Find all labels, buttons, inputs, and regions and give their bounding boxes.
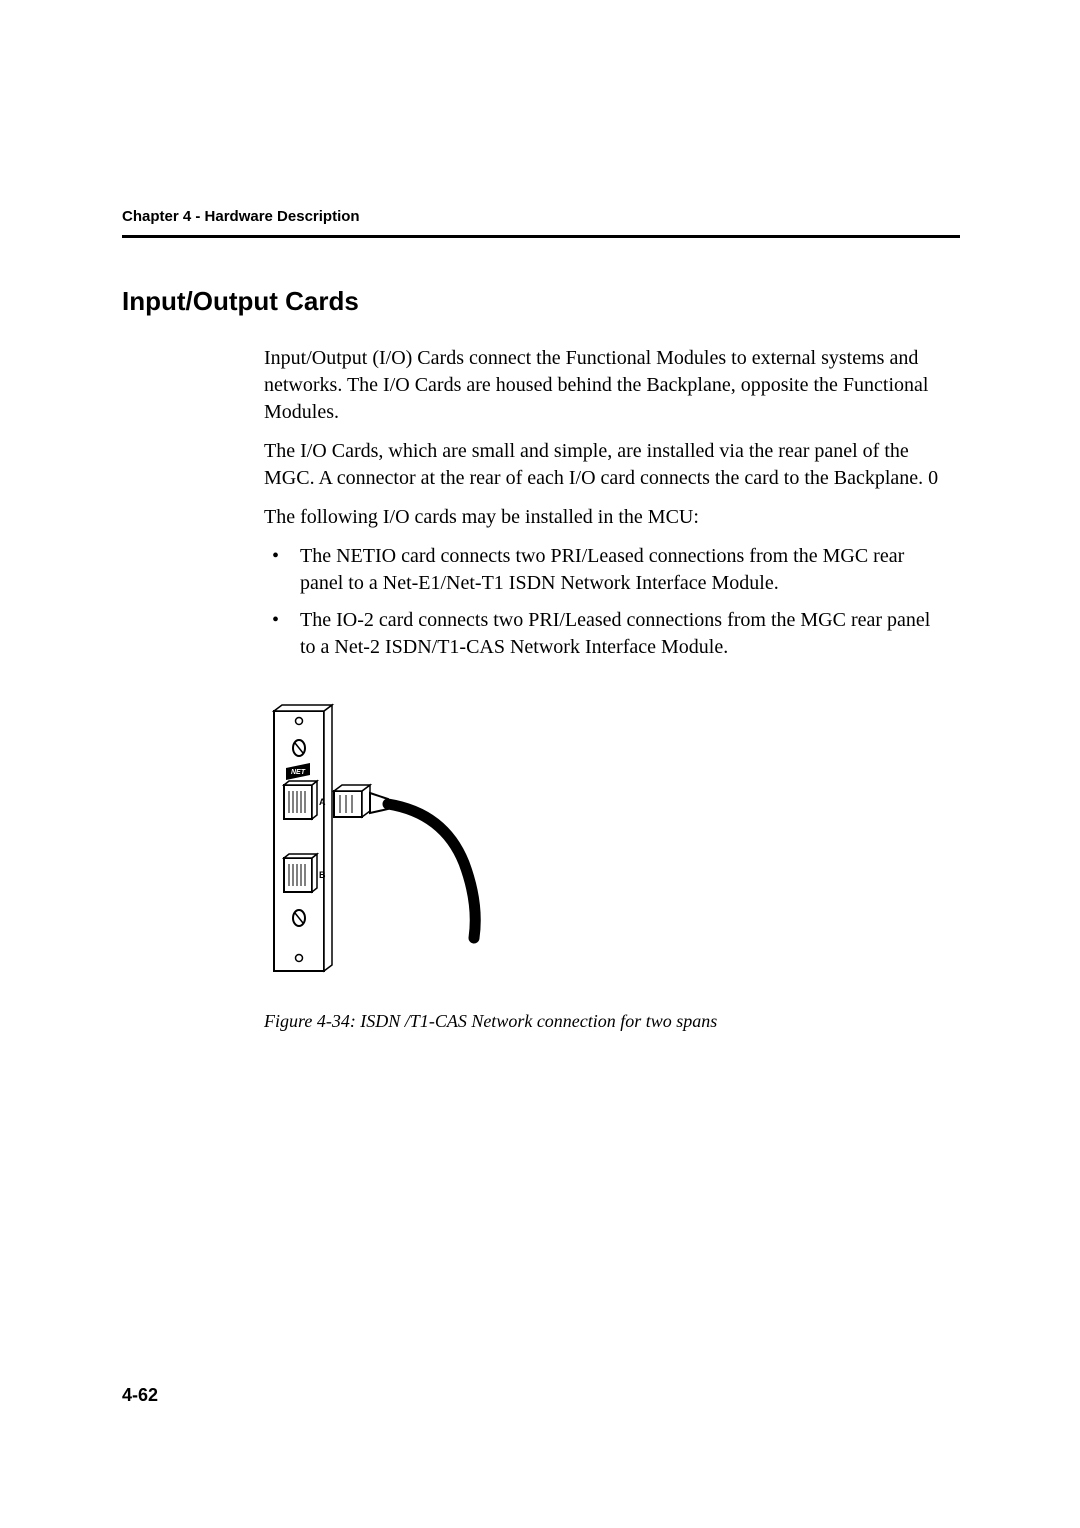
chapter-header: Chapter 4 - Hardware Description bbox=[122, 208, 960, 225]
isdn-card-diagram: NET A bbox=[264, 703, 524, 978]
page-number: 4-62 bbox=[122, 1385, 158, 1406]
figure-container: NET A bbox=[264, 703, 944, 1032]
body-content: Input/Output (I/O) Cards connect the Fun… bbox=[264, 345, 944, 1032]
intro-paragraph-1: Input/Output (I/O) Cards connect the Fun… bbox=[264, 345, 944, 426]
page-container: Chapter 4 - Hardware Description Input/O… bbox=[0, 0, 1080, 1032]
bullet-item-2: The IO-2 card connects two PRI/Leased co… bbox=[264, 607, 944, 661]
section-title: Input/Output Cards bbox=[122, 286, 960, 317]
header-rule bbox=[122, 235, 960, 238]
net-label: NET bbox=[291, 769, 306, 776]
intro-paragraph-3: The following I/O cards may be installed… bbox=[264, 504, 944, 531]
bullet-item-1: The NETIO card connects two PRI/Leased c… bbox=[264, 543, 944, 597]
figure-caption: Figure 4-34: ISDN /T1-CAS Network connec… bbox=[264, 1011, 944, 1032]
port-a-label: A bbox=[319, 797, 326, 807]
bullet-list: The NETIO card connects two PRI/Leased c… bbox=[264, 543, 944, 661]
intro-paragraph-2: The I/O Cards, which are small and simpl… bbox=[264, 438, 944, 492]
port-b-label: B bbox=[319, 870, 326, 880]
